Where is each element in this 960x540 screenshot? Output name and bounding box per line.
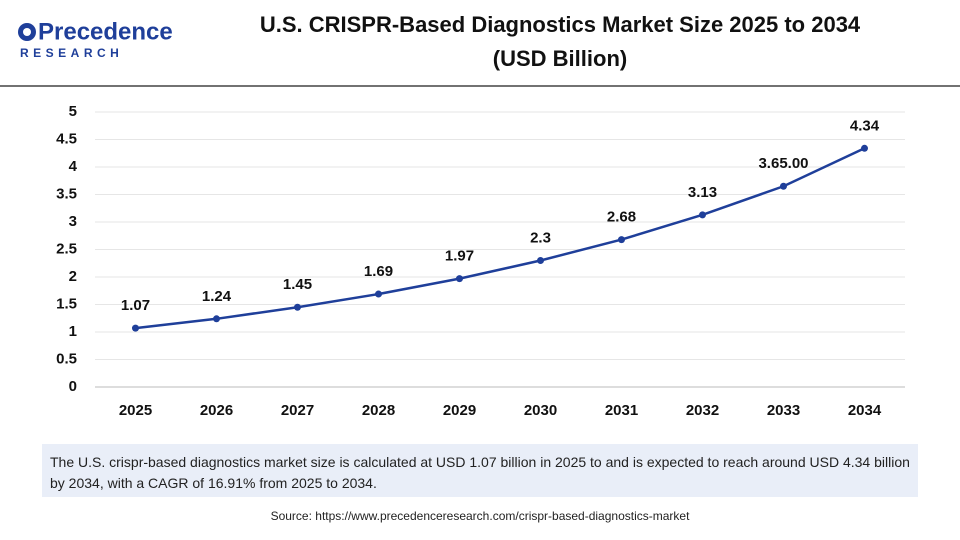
y-tick-label: 5 xyxy=(69,103,77,120)
data-label: 3.13 xyxy=(688,184,717,201)
data-label: 3.65.00 xyxy=(758,155,808,172)
x-tick-label: 2026 xyxy=(200,402,233,419)
x-tick-label: 2028 xyxy=(362,402,395,419)
y-tick-label: 1.5 xyxy=(56,295,77,312)
logo-icon xyxy=(18,23,36,41)
point xyxy=(699,211,706,219)
x-tick-label: 2032 xyxy=(686,402,719,419)
y-tick-label: 4.5 xyxy=(56,130,77,147)
point xyxy=(780,182,787,190)
data-label: 2.68 xyxy=(607,209,636,226)
data-label: 1.45 xyxy=(283,276,312,293)
y-tick-label: 3.5 xyxy=(56,185,77,202)
data-label: 4.34 xyxy=(850,117,880,134)
y-tick-label: 0.5 xyxy=(56,350,77,367)
point xyxy=(861,144,868,152)
point xyxy=(456,275,463,283)
point xyxy=(537,257,544,264)
data-label: 2.3 xyxy=(530,229,551,246)
source: Source: https://www.precedenceresearch.c… xyxy=(270,509,690,523)
line xyxy=(135,147,866,330)
point xyxy=(618,236,625,244)
data-label: 1.24 xyxy=(202,288,232,305)
point xyxy=(375,290,382,298)
data-label: 1.69 xyxy=(364,263,393,280)
x-tick-label: 2025 xyxy=(119,402,152,419)
y-tick-label: 0 xyxy=(69,378,77,395)
y-tick-label: 1 xyxy=(69,323,77,340)
chart-title: U.S. CRISPR-Based Diagnostics Market Siz… xyxy=(259,12,861,71)
x-tick-label: 2034 xyxy=(848,402,882,419)
y-tick-label: 2 xyxy=(69,268,77,285)
data-label: 1.07 xyxy=(121,297,150,314)
x-tick-label: 2030 xyxy=(524,402,557,419)
y-tick-label: 4 xyxy=(69,158,78,175)
x-tick-label: 2027 xyxy=(281,402,314,419)
data-label: 1.97 xyxy=(445,248,474,265)
point xyxy=(294,303,301,311)
point xyxy=(132,324,139,332)
x-tick-label: 2031 xyxy=(605,402,638,419)
logo-name: Precedence xyxy=(38,18,173,45)
y-tick-label: 3 xyxy=(69,213,77,230)
x-tick-label: 2029 xyxy=(443,402,476,419)
description: The U.S. crispr-based diagnostics market… xyxy=(42,444,918,497)
point xyxy=(213,315,220,323)
x-tick-label: 2033 xyxy=(767,402,800,419)
y-tick-label: 2.5 xyxy=(56,240,77,257)
logo-tagline: RESEARCH xyxy=(20,46,123,60)
